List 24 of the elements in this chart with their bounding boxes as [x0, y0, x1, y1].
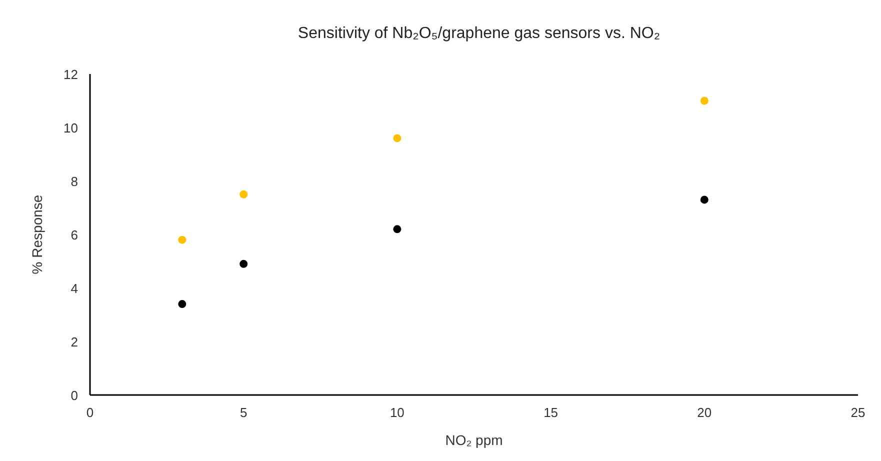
- y-tick-label: 10: [64, 120, 78, 136]
- x-tick-label: 0: [86, 405, 94, 420]
- point: [700, 96, 708, 105]
- y-tick-label: 2: [70, 334, 78, 350]
- point: [700, 196, 708, 204]
- point: [178, 236, 186, 244]
- point: [393, 225, 402, 234]
- point: [178, 300, 186, 308]
- y-tick-label: 4: [70, 281, 78, 296]
- x-tick-label: 5: [240, 405, 248, 420]
- y-tick-label: 8: [70, 174, 78, 189]
- y-axis-title: % Response: [29, 194, 45, 274]
- x-tick-label: 25: [850, 405, 866, 420]
- point: [240, 260, 248, 268]
- y-tick-label: 6: [70, 228, 78, 242]
- x-tick-label: 20: [697, 405, 712, 420]
- point: [240, 190, 248, 198]
- y-tick-label: 12: [64, 67, 78, 82]
- y-tick-label: 0: [70, 388, 78, 403]
- point: [393, 134, 402, 142]
- x-axis-title: NO₂ ppm: [445, 432, 503, 448]
- x-tick-label: 15: [544, 405, 558, 420]
- chart-title: Sensitivity of Nb₂O₅/graphene gas sensors vs. NO₂: [298, 25, 660, 42]
- x-tick-label: 10: [390, 405, 404, 420]
